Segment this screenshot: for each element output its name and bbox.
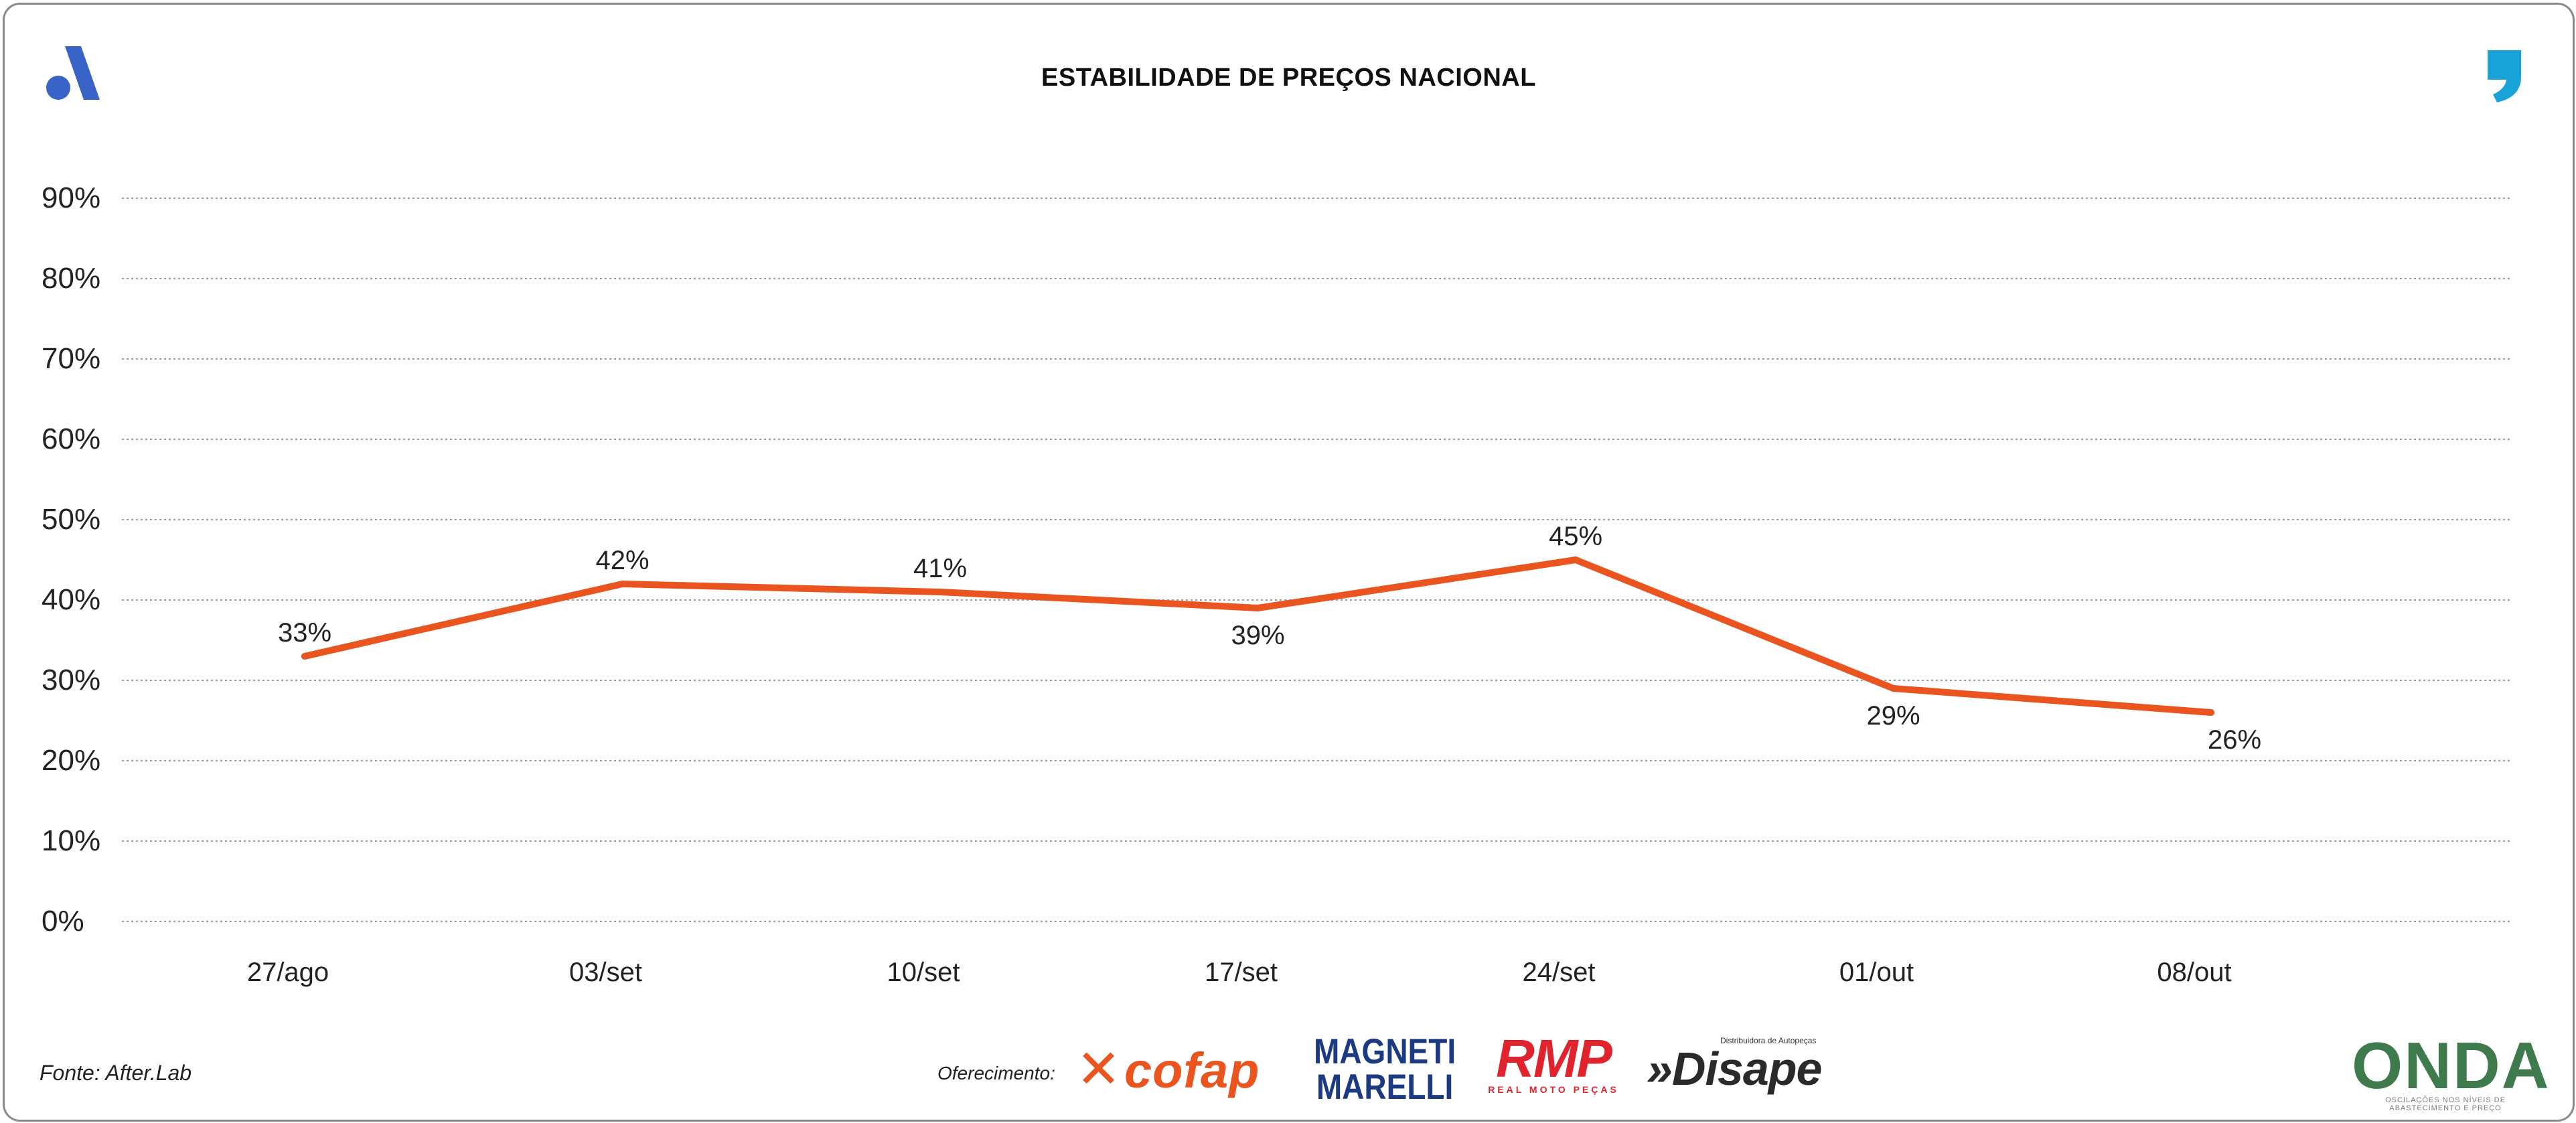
data-point bbox=[301, 653, 308, 660]
data-label: 26% bbox=[2208, 725, 2261, 755]
data-label: 42% bbox=[595, 546, 649, 575]
y-tick-label: 80% bbox=[42, 262, 100, 295]
cofap-logo: ✕cofap bbox=[1076, 1038, 1260, 1100]
rmp-logo: RMP REAL MOTO PEÇAS bbox=[1487, 1029, 1620, 1096]
magneti-marelli-logo: MAGNETI MARELLI bbox=[1314, 1033, 1456, 1104]
onda-subtitle: OSCILAÇÕES NOS NÍVEIS DE ABASTECIMENTO E… bbox=[2385, 1096, 2506, 1112]
x-tick-label: 01/out bbox=[1839, 958, 1914, 987]
chart-title: ESTABILIDADE DE PREÇOS NACIONAL bbox=[1041, 64, 1536, 92]
rmp-subtitle: REAL MOTO PEÇAS bbox=[1488, 1084, 1619, 1095]
y-tick-label: 20% bbox=[42, 744, 100, 777]
onda-logo: ONDA OSCILAÇÕES NOS NÍVEIS DE ABASTECIME… bbox=[2352, 1029, 2551, 1112]
x-tick-label: 08/out bbox=[2157, 958, 2231, 987]
disape-subtitle: Distribuidora de Autopeças bbox=[1720, 1036, 1817, 1045]
disape-logo: Distribuidora de Autopeças »Disape bbox=[1647, 1036, 1822, 1095]
y-tick-label: 90% bbox=[42, 181, 100, 214]
x-tick-label: 03/set bbox=[569, 958, 642, 987]
magneti-wordmark: MAGNETI bbox=[1314, 1031, 1456, 1071]
x-tick-label: 17/set bbox=[1205, 958, 1278, 987]
y-tick-label: 30% bbox=[42, 664, 100, 696]
cofap-mark-icon: ✕ bbox=[1076, 1039, 1122, 1099]
y-tick-label: 10% bbox=[42, 824, 100, 857]
y-tick-label: 0% bbox=[42, 905, 84, 938]
data-label: 45% bbox=[1549, 522, 1602, 551]
data-point bbox=[1890, 685, 1897, 692]
marelli-wordmark: MARELLI bbox=[1316, 1066, 1454, 1107]
onda-wordmark: ONDA bbox=[2352, 1029, 2551, 1102]
y-tick-label: 60% bbox=[42, 423, 100, 455]
chart-frame: ESTABILIDADE DE PREÇOS NACIONAL Fonte: A… bbox=[3, 3, 2575, 1122]
source-note: Fonte: After.Lab bbox=[40, 1061, 192, 1085]
data-point bbox=[1572, 556, 1579, 563]
data-label: 39% bbox=[1231, 621, 1284, 650]
x-tick-label: 10/set bbox=[887, 958, 960, 987]
after-lab-logo-icon bbox=[46, 46, 100, 100]
data-point bbox=[2208, 709, 2214, 716]
disape-wordmark: »Disape bbox=[1647, 1043, 1822, 1095]
data-point bbox=[619, 581, 626, 587]
cofap-wordmark: cofap bbox=[1124, 1043, 1260, 1098]
data-label: 41% bbox=[913, 554, 967, 583]
data-label: 33% bbox=[278, 618, 331, 648]
data-point bbox=[937, 589, 943, 595]
y-tick-label: 70% bbox=[42, 342, 100, 375]
y-tick-label: 40% bbox=[42, 583, 100, 616]
y-tick-label: 50% bbox=[42, 503, 100, 536]
sponsor-label: Oferecimento: bbox=[937, 1063, 1055, 1083]
data-label: 29% bbox=[1866, 701, 1920, 731]
x-tick-label: 24/set bbox=[1523, 958, 1596, 987]
rmp-wordmark: RMP bbox=[1496, 1029, 1612, 1088]
data-point bbox=[1254, 605, 1262, 611]
quote-mark-icon bbox=[2488, 50, 2521, 102]
x-tick-label: 27/ago bbox=[247, 958, 329, 987]
